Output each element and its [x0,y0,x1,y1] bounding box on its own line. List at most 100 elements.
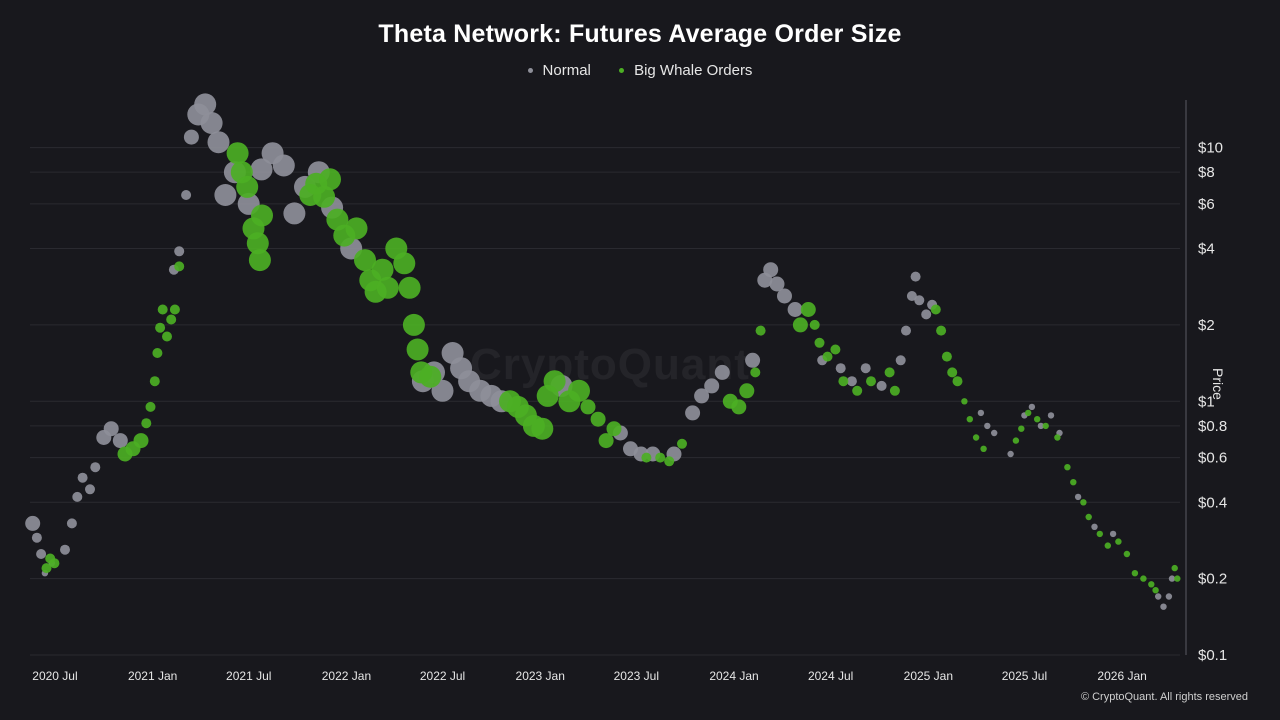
point-big-whale-orders-5 [133,433,149,449]
point-big-whale-orders-86 [1025,409,1032,417]
x-tick-2021-jan: 2021 Jan [128,669,177,683]
point-big-whale-orders-72 [866,376,876,387]
point-normal-81 [1109,530,1117,538]
series-big-whale-orders [41,142,1181,594]
point-normal-51 [714,364,730,380]
point-big-whale-orders-21 [248,249,271,272]
point-normal-77 [1047,412,1055,419]
point-normal-61 [860,363,871,374]
point-big-whale-orders-96 [1115,538,1122,545]
axis-layer: $10 $8 $6 $4 $2 $1 $0.8 $0.6 $0.4 $0.2 $0.1 2020 Ju… [30,100,1227,683]
point-normal-8 [77,472,88,483]
point-normal-28 [283,202,306,225]
x-tick-2023-jul: 2023 Jul [614,669,659,683]
point-big-whale-orders-70 [838,376,849,387]
point-big-whale-orders-75 [930,304,941,315]
y-tick-1: $1 [1198,393,1215,410]
point-normal-0 [25,515,41,531]
point-normal-12 [103,421,119,437]
point-big-whale-orders-102 [1171,564,1178,572]
point-normal-13 [112,433,128,449]
y-tick-4: $4 [1198,241,1215,258]
point-normal-9 [85,484,95,495]
grid-layer [30,147,1180,656]
point-normal-83 [1160,603,1167,610]
point-normal-85 [1168,575,1176,582]
point-big-whale-orders-100 [1148,581,1155,588]
point-normal-84 [1165,593,1173,600]
chart-title: Theta Network: Futures Average Order Siz… [378,20,902,48]
legend-dot-big-whale-orders [619,67,625,73]
point-big-whale-orders-87 [1034,416,1041,423]
point-big-whale-orders-26 [319,168,341,191]
point-big-whale-orders-61 [739,383,755,399]
point-big-whale-orders-10 [155,322,166,333]
point-normal-56 [777,288,792,304]
point-big-whale-orders-79 [952,376,963,387]
legend: Normal Big Whale Orders [0,62,1280,79]
point-big-whale-orders-58 [677,438,687,449]
y-tick-8: $8 [1198,164,1215,181]
point-big-whale-orders-38 [402,313,425,336]
x-tick-2022-jul: 2022 Jul [420,669,465,683]
point-big-whale-orders-55 [641,452,652,463]
point-big-whale-orders-14 [169,304,180,315]
point-normal-55 [769,276,785,292]
point-big-whale-orders-67 [814,337,825,348]
point-big-whale-orders-101 [1152,587,1159,594]
point-big-whale-orders-37 [398,276,421,299]
point-normal-71 [984,422,991,430]
x-tick-2022-jan: 2022 Jan [322,669,371,683]
x-tick-2020-jul: 2020 Jul [32,669,77,683]
point-big-whale-orders-69 [830,344,841,355]
legend-dot-normal [527,67,533,73]
point-big-whale-orders-74 [889,385,900,396]
point-big-whale-orders-8 [149,376,160,387]
point-big-whale-orders-36 [393,252,416,275]
point-big-whale-orders-89 [1054,434,1061,441]
point-big-whale-orders-93 [1085,513,1092,521]
point-big-whale-orders-57 [664,456,675,467]
point-big-whale-orders-91 [1070,479,1077,486]
marks-layer [25,93,1181,610]
point-normal-21 [207,131,230,154]
x-tick-2025-jan: 2025 Jan [904,669,953,683]
point-normal-52 [745,352,761,368]
legend-label-normal: Normal [542,62,591,79]
point-big-whale-orders-52 [590,411,606,427]
point-big-whale-orders-9 [152,348,163,358]
point-big-whale-orders-20 [246,232,269,255]
point-big-whale-orders-84 [1012,437,1020,444]
legend-item-big-whale-orders[interactable]: Big Whale Orders [619,62,752,79]
series-normal [25,93,1176,610]
point-big-whale-orders-13 [166,314,177,325]
point-normal-72 [991,429,998,437]
point-normal-65 [906,291,917,301]
point-big-whale-orders-60 [731,399,747,415]
point-normal-25 [250,158,273,181]
x-tick-2021-jul: 2021 Jul [226,669,271,683]
x-tick-2025-jul: 2025 Jul [1002,669,1047,683]
point-big-whale-orders-99 [1140,575,1147,582]
x-tick-2024-jul: 2024 Jul [808,669,853,683]
y-tick-2: $2 [1198,317,1215,334]
point-normal-15 [174,246,185,257]
x-tick-2023-jan: 2023 Jan [516,669,565,683]
point-big-whale-orders-18 [236,175,259,198]
point-big-whale-orders-50 [568,379,590,402]
point-normal-62 [876,380,887,391]
point-big-whale-orders-66 [809,319,820,330]
legend-item-normal[interactable]: Normal [527,62,591,79]
point-big-whale-orders-68 [822,351,833,362]
point-normal-6 [66,518,77,529]
point-normal-59 [835,363,846,374]
point-normal-48 [685,405,701,421]
point-normal-60 [846,376,857,387]
point-normal-7 [72,491,83,502]
point-big-whale-orders-62 [750,367,761,378]
y-tick-6: $6 [1198,196,1215,213]
point-big-whale-orders-76 [936,325,947,336]
y-tick-0-1: $0.1 [1198,647,1227,664]
y-tick-10: $10 [1198,140,1223,157]
copyright-notice: © CryptoQuant. All rights reserved [1080,691,1248,703]
